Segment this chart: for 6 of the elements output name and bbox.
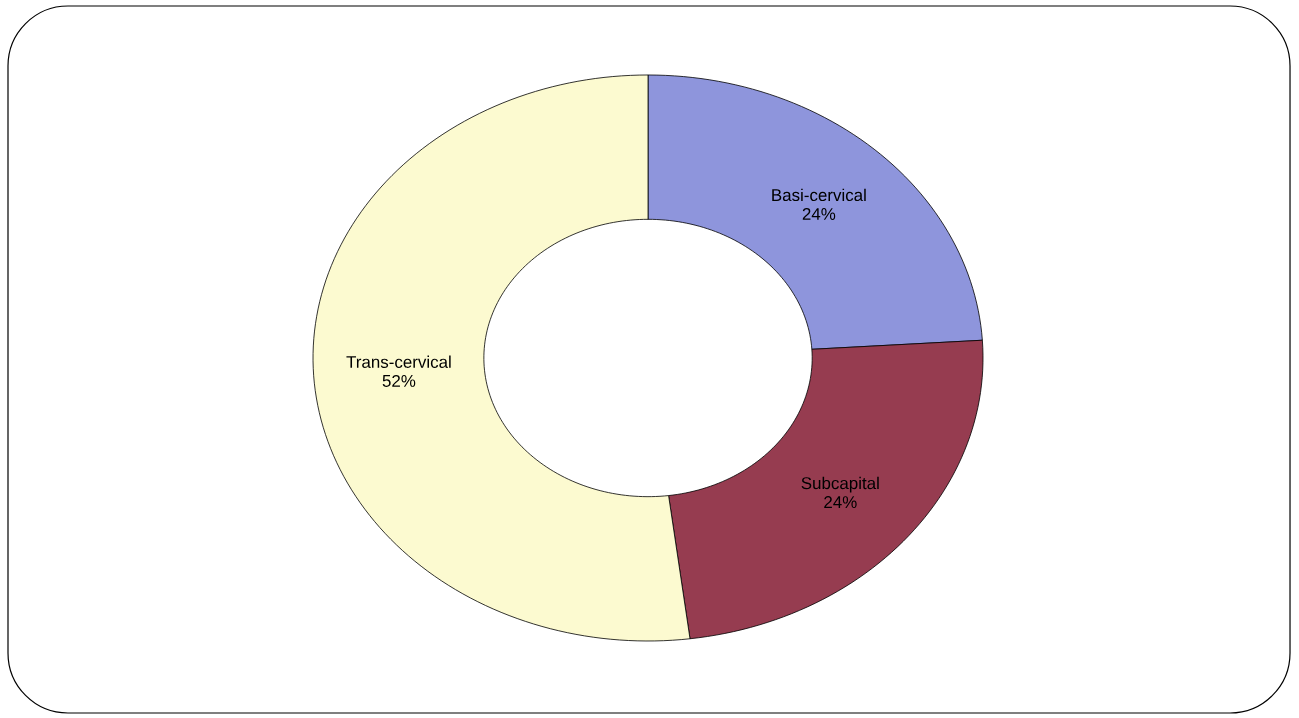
data-label: 24%	[802, 208, 836, 220]
data-label: 24%	[824, 496, 857, 509]
slice-label: Basi-cervical	[772, 188, 866, 202]
data-label: 52%	[382, 374, 416, 387]
slice-label: Subcapital	[801, 476, 879, 493]
slice-label: Trans-cervical	[346, 355, 451, 368]
